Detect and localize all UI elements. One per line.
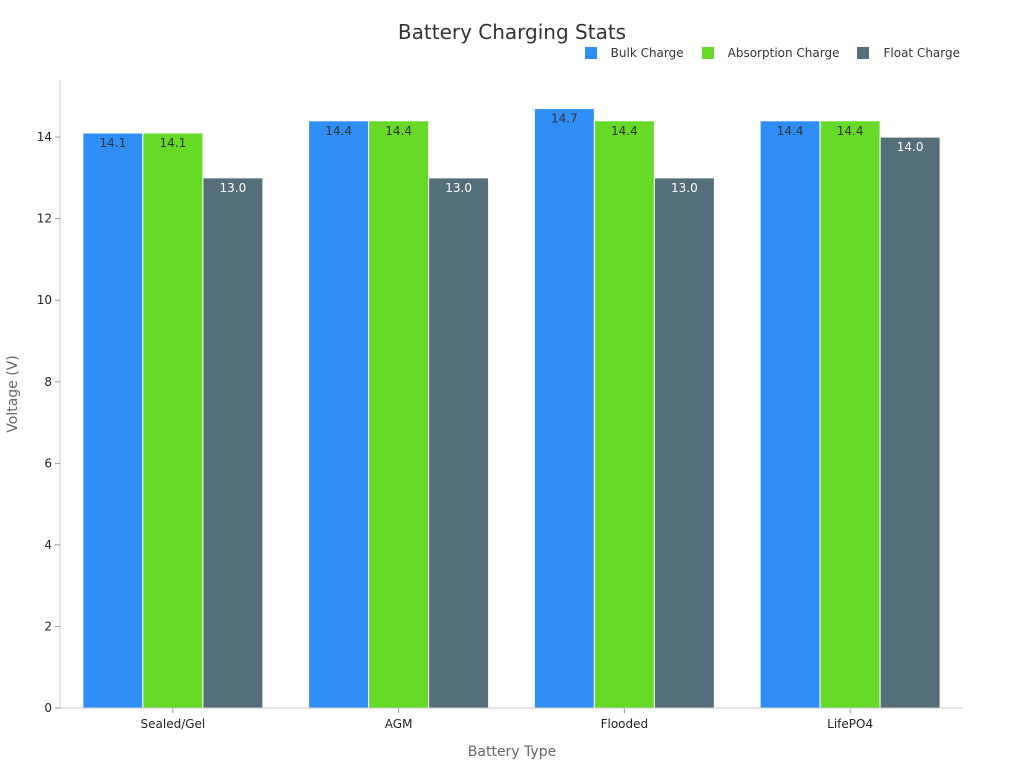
bar-absorption-charge-sealed-gel[interactable] — [142, 132, 204, 709]
bar-float-charge-lifepo4[interactable] — [879, 136, 941, 709]
chart-title: Battery Charging Stats — [397, 20, 627, 44]
x-tick-label: LifePO4 — [827, 717, 873, 731]
x-tick-label: Sealed/Gel — [141, 717, 206, 731]
bar-absorption-charge-lifepo4[interactable] — [819, 120, 881, 709]
legend: Bulk Charge Absorption Charge Float Char… — [567, 46, 960, 60]
y-tick-label: 10 — [37, 293, 52, 307]
y-tick-label: 6 — [44, 456, 52, 470]
data-label-bulk-charge-lifepo4: 14.4 — [777, 124, 804, 138]
y-tick-label: 0 — [44, 701, 52, 715]
legend-item-float-charge[interactable]: Float Charge — [857, 46, 960, 60]
legend-swatch-absorption-charge — [701, 47, 714, 59]
x-tick-label: AGM — [385, 717, 413, 731]
legend-item-bulk-charge[interactable]: Bulk Charge — [584, 46, 684, 60]
bar-float-charge-sealed-gel[interactable] — [202, 177, 264, 709]
y-tick-label: 4 — [44, 538, 52, 552]
data-label-absorption-charge-lifepo4: 14.4 — [837, 124, 864, 138]
legend-swatch-float-charge — [857, 47, 870, 59]
bar-bulk-charge-sealed-gel[interactable] — [82, 132, 144, 709]
data-label-float-charge-flooded: 13.0 — [671, 181, 698, 195]
bar-bulk-charge-agm[interactable] — [308, 120, 370, 709]
legend-label-float-charge: Float Charge — [883, 46, 960, 60]
legend-swatch-bulk-charge — [584, 47, 597, 59]
data-label-bulk-charge-sealed-gel: 14.1 — [100, 136, 127, 150]
bar-float-charge-flooded[interactable] — [653, 177, 715, 709]
y-axis-title: Voltage (V) — [5, 355, 21, 432]
bar-absorption-charge-flooded[interactable] — [593, 120, 655, 709]
y-tick-label: 8 — [44, 375, 52, 389]
bar-bulk-charge-flooded[interactable] — [533, 108, 595, 709]
data-label-absorption-charge-flooded: 14.4 — [611, 124, 638, 138]
bar-absorption-charge-agm[interactable] — [368, 120, 430, 709]
y-tick-label: 14 — [37, 130, 52, 144]
bar-float-charge-agm[interactable] — [428, 177, 490, 709]
y-tick-label: 2 — [44, 619, 52, 633]
data-label-bulk-charge-agm: 14.4 — [325, 124, 352, 138]
x-tick-label: Flooded — [601, 717, 649, 731]
legend-label-bulk-charge: Bulk Charge — [610, 46, 684, 60]
data-label-float-charge-lifepo4: 14.0 — [897, 140, 924, 154]
data-label-float-charge-agm: 13.0 — [445, 181, 472, 195]
data-label-float-charge-sealed-gel: 13.0 — [220, 181, 247, 195]
data-label-absorption-charge-sealed-gel: 14.1 — [160, 136, 187, 150]
legend-item-absorption-charge[interactable]: Absorption Charge — [701, 46, 840, 60]
bar-bulk-charge-lifepo4[interactable] — [759, 120, 821, 709]
x-axis-title: Battery Type — [468, 744, 556, 760]
data-label-bulk-charge-flooded: 14.7 — [551, 112, 578, 126]
data-label-absorption-charge-agm: 14.4 — [385, 124, 412, 138]
y-tick-label: 12 — [37, 212, 52, 226]
legend-label-absorption-charge: Absorption Charge — [727, 46, 840, 60]
